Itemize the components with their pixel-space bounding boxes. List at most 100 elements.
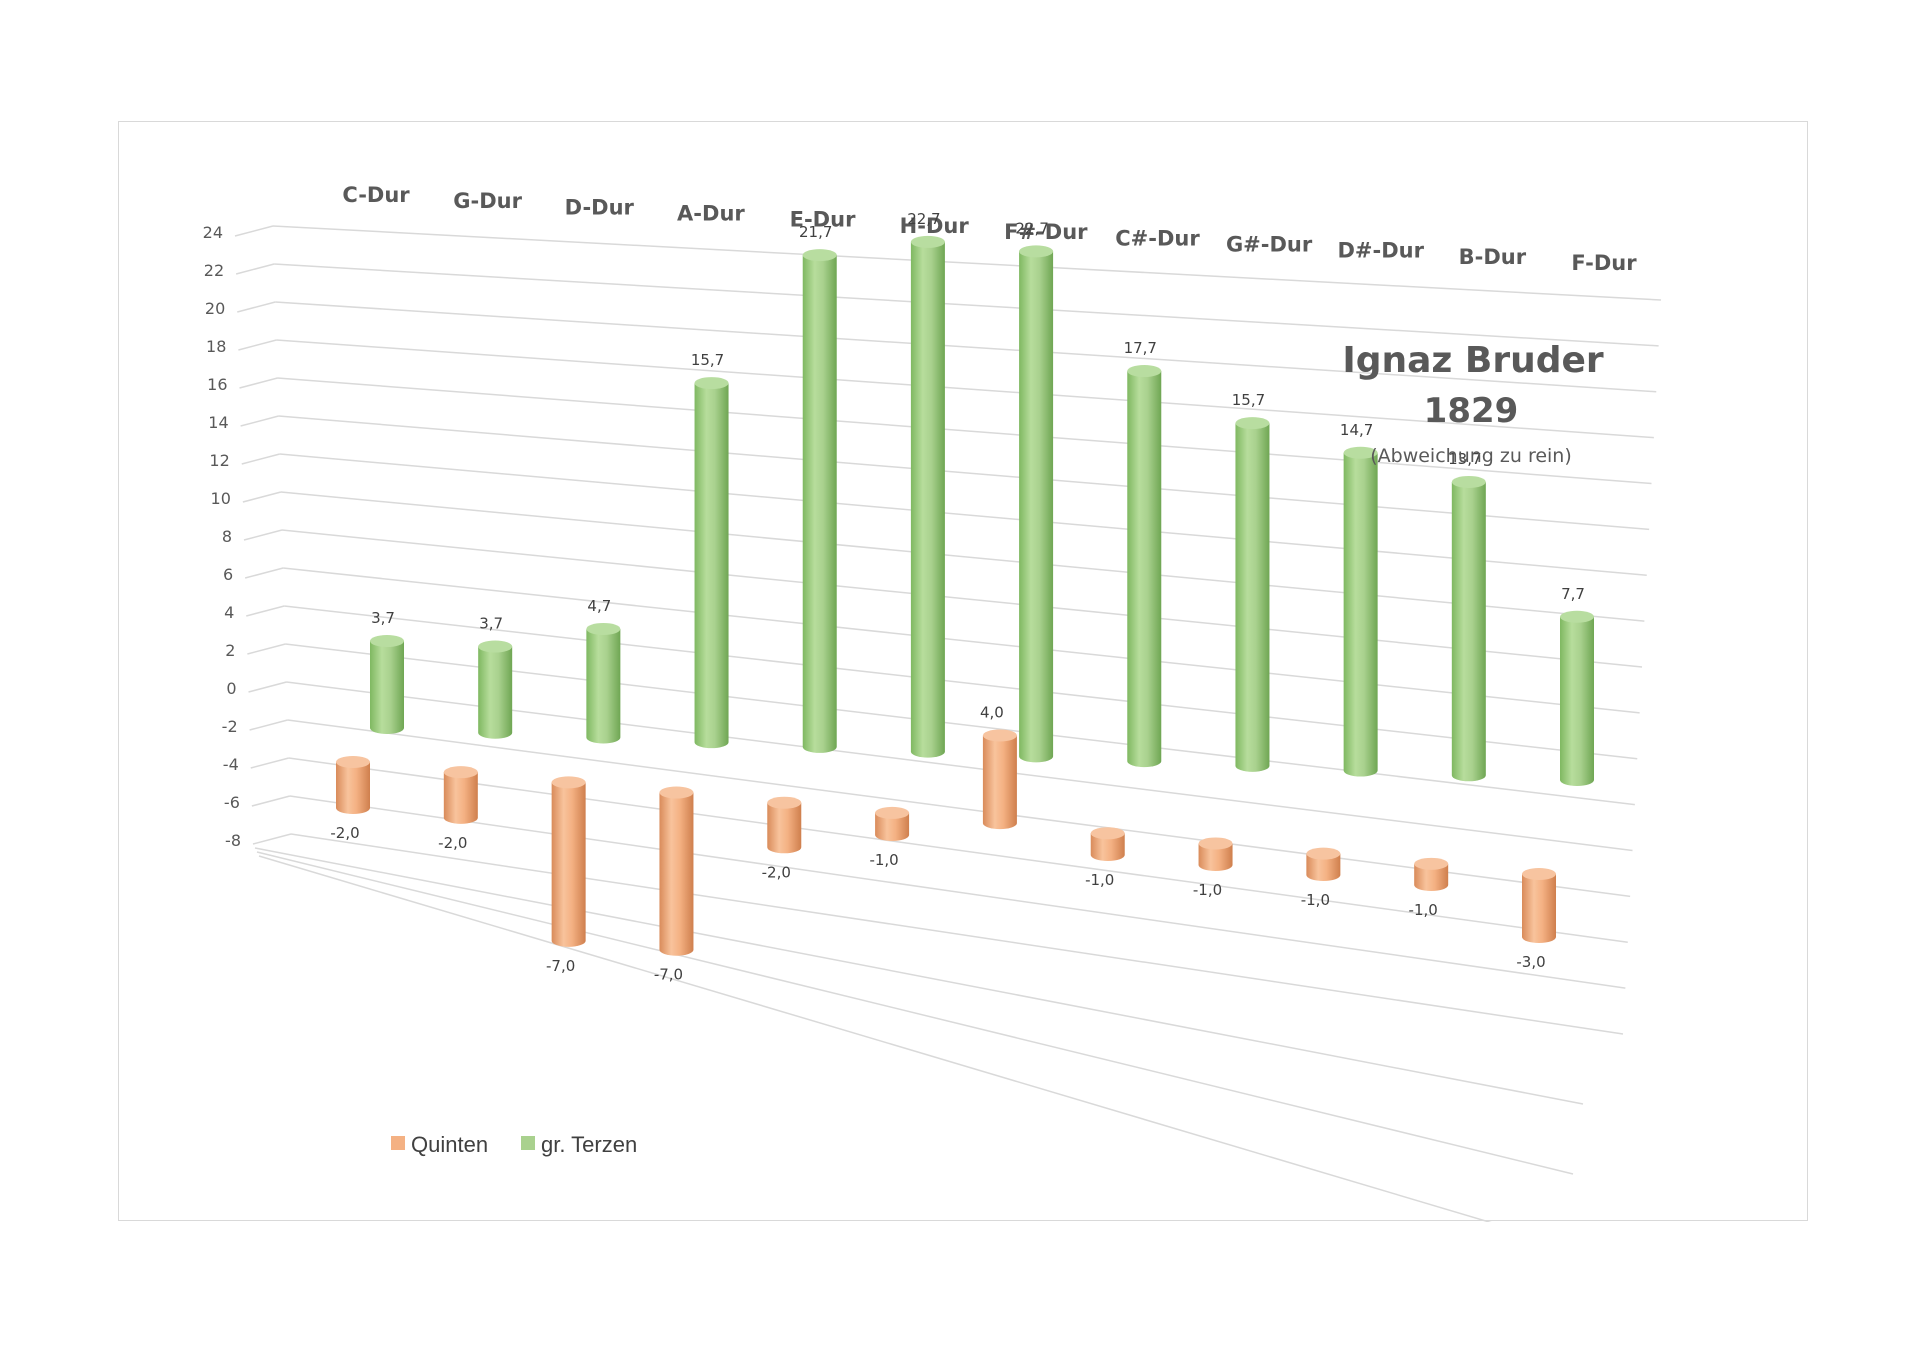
bar-quinten-body (1090, 833, 1125, 861)
gridline-floor-edge (243, 529, 283, 541)
bar-gr-terzen-cap (1127, 365, 1162, 378)
gridline-floor-edge (246, 605, 285, 617)
bar-gr-terzen-body (1019, 251, 1054, 763)
gridline (279, 453, 1647, 576)
bar-gr-terzen (1560, 610, 1594, 786)
gridline-floor-edge (242, 491, 282, 503)
data-label-quinten: -1,0 (1301, 891, 1330, 909)
data-label-gr-terzen: 13,7 (1448, 450, 1481, 468)
bar-quinten-body (336, 762, 370, 814)
bar-quinten-cap (1198, 837, 1233, 850)
gridline-floor-edge (251, 795, 291, 807)
y-tick-label: 12 (209, 451, 229, 470)
bar-quinten-cap (1306, 847, 1341, 860)
bar-gr-terzen-body (478, 646, 513, 739)
bar-gr-terzen-cap (802, 249, 837, 262)
y-tick-label: 24 (203, 223, 223, 242)
gridline (277, 377, 1652, 485)
data-labels: 3,7 3,7 4,7 15,7 21,7 22,7 22,7 17,7 15,7 14,7 13,… (330, 210, 1585, 984)
gridline (283, 567, 1640, 714)
bar-gr-terzen (694, 377, 729, 749)
bar-gr-terzen-body (802, 255, 837, 753)
gridline (275, 301, 1657, 393)
bar-gr-terzen-cap (910, 235, 945, 248)
y-tick-label: 10 (211, 489, 231, 508)
gridline-floor-edge (234, 225, 274, 237)
gridline (288, 757, 1628, 943)
bar-quinten-body (1198, 843, 1233, 871)
bar-quinten-cap (659, 786, 694, 799)
bar-gr-terzen (478, 640, 513, 739)
x-category-label: E-Dur (790, 208, 856, 232)
y-tick-label: 16 (207, 375, 227, 394)
bar-gr-terzen (1127, 365, 1162, 768)
gridline (280, 491, 1645, 622)
bar-quinten-body (982, 735, 1017, 830)
data-label-quinten: -3,0 (1516, 953, 1545, 971)
gridline-floor-edge (237, 301, 276, 313)
legend-label-terzen: gr. Terzen (541, 1132, 637, 1157)
bar-gr-terzen-cap (694, 377, 729, 390)
chart-title: Ignaz Bruder (1342, 340, 1604, 381)
x-category-label: A-Dur (677, 202, 745, 226)
bar-gr-terzen (802, 249, 837, 753)
bar-gr-terzen-body (910, 241, 945, 758)
gridline (290, 833, 1624, 1035)
y-tick-label: -6 (224, 793, 240, 812)
x-category-label: C#-Dur (1115, 226, 1200, 250)
gridline-floor-edge (244, 567, 284, 579)
legend: Quinten gr. Terzen (391, 1132, 637, 1157)
bar-quinten-cap (982, 729, 1017, 742)
x-category-label: F-Dur (1571, 251, 1637, 275)
data-label-gr-terzen: 14,7 (1340, 421, 1373, 439)
bar-quinten-body (767, 802, 802, 854)
bar-quinten (1522, 868, 1556, 943)
legend-swatch-quinten (391, 1136, 405, 1150)
bar-quinten-body (1522, 874, 1556, 943)
bar-quinten-cap (767, 796, 802, 809)
x-axis-categories: C-Dur G-Dur D-Dur A-Dur E-Dur H-Dur F#-Dur C#-D… (342, 183, 1637, 275)
x-category-label: B-Dur (1459, 245, 1527, 269)
data-label-gr-terzen: 4,7 (587, 597, 611, 615)
legend-label-quinten: Quinten (411, 1132, 488, 1157)
gridline-floor-edge (252, 833, 292, 845)
floor-gridline (258, 855, 1492, 1222)
data-label-quinten: -7,0 (654, 966, 683, 984)
bar-quinten-cap (443, 766, 478, 779)
gridline-floor-edge (250, 757, 289, 769)
data-label-gr-terzen: 3,7 (479, 615, 503, 633)
gridline (289, 795, 1626, 989)
gridline (284, 605, 1638, 760)
bar-quinten-cap (336, 756, 370, 768)
data-label-quinten: -1,0 (869, 851, 898, 869)
bar-gr-terzen (910, 235, 945, 758)
bar-quinten-body (1414, 863, 1449, 891)
bar-gr-terzen (586, 622, 621, 744)
y-tick-label: 4 (224, 603, 234, 622)
bar-quinten (551, 776, 586, 947)
gridline-floor-edge (240, 415, 279, 427)
y-tick-label: 18 (206, 337, 226, 356)
bar-gr-terzen-body (1560, 616, 1594, 786)
y-tick-label: 8 (222, 527, 232, 546)
bar-quinten (659, 786, 694, 956)
x-category-label: G#-Dur (1226, 232, 1313, 256)
gridline (278, 415, 1650, 531)
bar-quinten-cap (551, 776, 586, 789)
x-category-label: F#-Dur (1004, 220, 1088, 244)
y-tick-label: 22 (204, 261, 224, 280)
data-label-gr-terzen: 17,7 (1124, 339, 1157, 357)
y-tick-label: -2 (222, 717, 238, 736)
bar-quinten (767, 796, 802, 854)
data-label-quinten: -2,0 (762, 863, 791, 881)
bar-gr-terzen (1235, 417, 1270, 772)
bar-gr-terzen (1343, 446, 1378, 777)
bar-gr-terzen-body (694, 383, 729, 749)
data-label-gr-terzen: 3,7 (371, 609, 395, 627)
data-label-quinten: -2,0 (330, 824, 359, 842)
bar-gr-terzen-body (586, 628, 621, 744)
bar-quinten (1090, 827, 1125, 861)
bar-gr-terzen-body (1343, 452, 1378, 777)
bar-quinten-cap (1522, 868, 1556, 880)
